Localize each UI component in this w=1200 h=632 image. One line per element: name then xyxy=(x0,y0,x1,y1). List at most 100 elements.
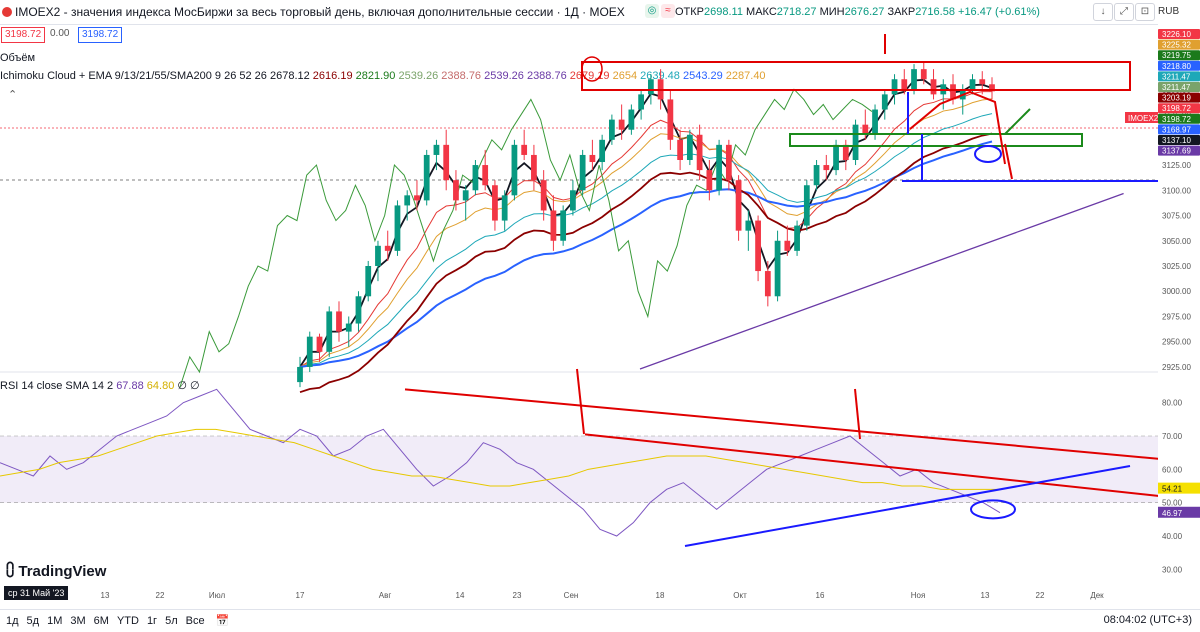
high-value: 2718.27 xyxy=(776,6,817,18)
currency-selector[interactable]: RUB xyxy=(1158,6,1180,17)
time-tick-label: Сен xyxy=(564,591,579,600)
logo-text: TradingView xyxy=(18,563,107,580)
price-tick-label: 3100.00 xyxy=(1162,186,1191,195)
rsi-tick-label: 40.00 xyxy=(1162,532,1183,541)
candle-body xyxy=(384,245,391,251)
calendar-icon[interactable]: 📅 xyxy=(215,615,230,627)
price-tick-label: 3075.00 xyxy=(1162,212,1191,221)
low-label: МИН xyxy=(819,6,845,18)
candle-body xyxy=(989,84,995,92)
candle-body xyxy=(881,94,888,110)
candle-body xyxy=(365,266,372,297)
candle-body xyxy=(306,336,313,367)
rsi-tag-bg xyxy=(1158,506,1200,518)
price-tag-bg xyxy=(1158,60,1200,71)
market-open-icon[interactable]: ◎ xyxy=(645,4,659,18)
price-tag-label: 3219.75 xyxy=(1162,51,1191,60)
maximize-icon[interactable]: ⤢ xyxy=(1114,3,1134,21)
circle-drawing-red xyxy=(581,56,603,82)
rsi-line xyxy=(0,388,1001,537)
rsi-tick-label: 80.00 xyxy=(1162,399,1183,408)
price-tick-label: 2975.00 xyxy=(1162,312,1191,321)
chikou-line xyxy=(179,88,873,388)
price-tick-label: 3025.00 xyxy=(1162,262,1191,271)
ichimoku-value-4: 2388.76 xyxy=(438,70,482,82)
candle-body xyxy=(423,154,430,201)
low-value: 2676.27 xyxy=(844,6,885,18)
price-tag-bg xyxy=(1158,113,1200,124)
candle-body xyxy=(560,210,567,241)
price-tick-label: 3000.00 xyxy=(1162,287,1191,296)
rsi-tag-bg xyxy=(1158,482,1200,494)
range-button-0[interactable]: 1д xyxy=(6,615,19,627)
rsi-legend[interactable]: RSI 14 close SMA 14 2 67.88 64.80 ∅ ∅ xyxy=(0,379,200,392)
candle-body xyxy=(950,84,956,100)
buy-price-box[interactable]: 3198.72 xyxy=(78,27,123,43)
symbol-title[interactable]: IMOEX2 - значения индекса МосБиржи за ве… xyxy=(2,5,625,19)
range-button-5[interactable]: YTD xyxy=(116,615,139,627)
time-tick-label: 23 xyxy=(513,591,522,600)
resistance-box-drawing xyxy=(581,61,1131,91)
change-value: +16.47 (+0.61%) xyxy=(958,6,1040,18)
ohlc-readout: ОТКР2698.11 МАКС2718.27 МИН2676.27 ЗАКР2… xyxy=(675,6,1040,18)
close-value: 2716.58 xyxy=(915,6,955,18)
range-button-1[interactable]: 5д xyxy=(26,615,40,627)
rsi-sma-line xyxy=(0,428,1000,490)
range-button-3[interactable]: 3М xyxy=(70,615,86,627)
candle-body xyxy=(638,94,645,110)
time-tick-label: 17 xyxy=(296,591,305,600)
ema9-line xyxy=(299,91,993,368)
rsi-down-trendline xyxy=(404,388,1200,464)
candle-body xyxy=(706,170,713,191)
time-tick-label: 13 xyxy=(101,591,110,600)
clock[interactable]: 08:04:02 (UTC+3) xyxy=(1103,614,1192,626)
collapse-down-icon[interactable]: ↓ xyxy=(1093,3,1113,21)
support-box-drawing xyxy=(789,133,1083,147)
candle-body xyxy=(716,144,722,191)
time-tick-label: 14 xyxy=(456,591,465,600)
price-tick-label: 2950.00 xyxy=(1162,338,1191,347)
screenshot-icon[interactable]: ⊡ xyxy=(1135,3,1155,21)
range-button-8[interactable]: Все xyxy=(185,615,205,627)
symbol-name: IMOEX2 - значения индекса МосБиржи за ве… xyxy=(15,5,625,19)
candle-body xyxy=(969,79,976,90)
collapse-legend-icon[interactable]: ⌃ xyxy=(8,89,18,101)
candle-body xyxy=(891,79,898,95)
red-arrow-drawing-2 xyxy=(1004,143,1013,180)
candle-body xyxy=(511,144,518,196)
sell-price-box[interactable]: 3198.72 xyxy=(1,27,46,43)
price-tag-bg xyxy=(1158,145,1200,156)
range-button-7[interactable]: 5л xyxy=(165,615,178,627)
range-button-6[interactable]: 1г xyxy=(146,615,158,627)
candle-body xyxy=(453,180,459,201)
candle-body xyxy=(618,119,625,130)
volume-legend[interactable]: Объём xyxy=(0,52,36,64)
candle-body xyxy=(599,139,606,163)
rsi-tick-label: 50.00 xyxy=(1162,499,1183,508)
bottom-toolbar: 1д 5д 1М 3М 6М YTD 1г 5л Все 📅 08:04:02 (UTC+3) xyxy=(0,609,1200,632)
candle-body xyxy=(911,69,917,90)
time-tick-label: 16 xyxy=(816,591,825,600)
range-button-2[interactable]: 1М xyxy=(47,615,63,627)
candle-body xyxy=(979,79,986,85)
kijun-line xyxy=(299,132,993,394)
candle-body xyxy=(472,165,479,191)
data-delay-icon[interactable]: ≈ xyxy=(661,4,675,18)
candle-body xyxy=(803,185,810,226)
range-button-4[interactable]: 6М xyxy=(93,615,109,627)
ichimoku-legend[interactable]: Ichimoku Cloud + EMA 9/13/21/55/SMA200 9… xyxy=(0,70,766,82)
candle-body xyxy=(550,210,557,241)
candle-body xyxy=(774,240,781,297)
candle-body xyxy=(833,144,839,171)
price-tag-label: 3203.19 xyxy=(1162,94,1191,103)
rsi-empty-2: ∅ xyxy=(190,380,200,392)
candle-body xyxy=(755,220,761,272)
ema21-line xyxy=(299,113,993,368)
candle-body xyxy=(686,134,693,160)
rsi-sma-value: 64.80 xyxy=(146,380,175,392)
candle-body xyxy=(345,323,352,332)
chart-canvas[interactable]: 3225.003200.003175.003150.003125.003100.… xyxy=(0,24,1200,609)
tradingview-logo[interactable]: ⩇ TradingView xyxy=(6,560,106,581)
rsi-band xyxy=(0,436,1158,503)
candle-body xyxy=(433,144,440,155)
